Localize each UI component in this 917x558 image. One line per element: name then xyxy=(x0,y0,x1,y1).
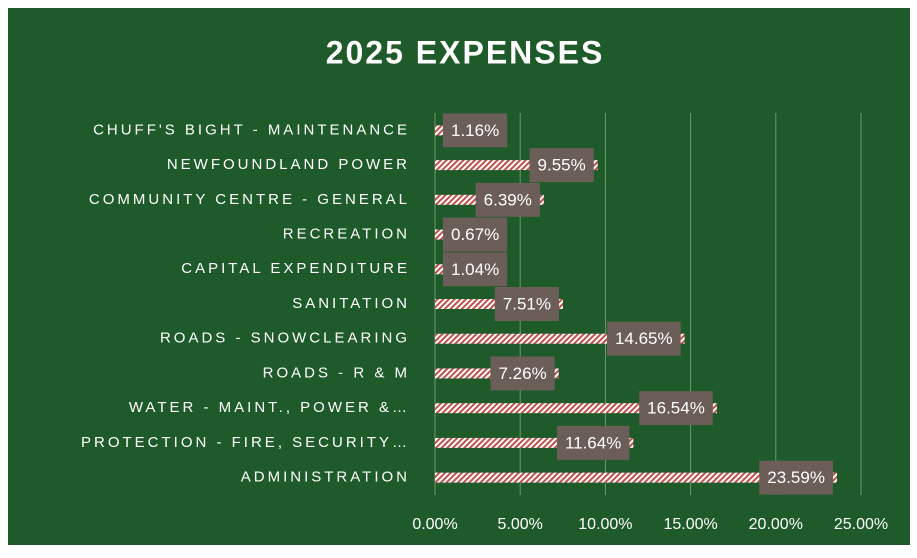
data-label-box xyxy=(443,252,508,287)
y-tick-label: COMMUNITY CENTRE - GENERAL xyxy=(89,191,410,208)
bar xyxy=(435,472,837,483)
y-tick-label: PROTECTION - FIRE, SECURITY… xyxy=(81,434,410,451)
y-tick-label: NEWFOUNDLAND POWER xyxy=(167,156,410,173)
x-tick-label: 5.00% xyxy=(498,516,543,533)
data-label-box xyxy=(490,356,555,391)
data-label-box xyxy=(529,148,594,183)
y-tick-label: ROADS - SNOWCLEARING xyxy=(160,330,410,347)
data-label: 1.04% xyxy=(451,260,499,279)
x-tick-label: 20.00% xyxy=(749,516,803,533)
data-label: 0.67% xyxy=(451,225,499,244)
data-label-box xyxy=(759,460,833,495)
data-label-box xyxy=(639,391,713,426)
bar xyxy=(435,229,447,240)
x-tick-label: 10.00% xyxy=(578,516,632,533)
x-tick-label: 0.00% xyxy=(412,516,457,533)
data-label-box xyxy=(606,321,681,356)
data-label-box xyxy=(475,182,540,217)
data-label: 23.59% xyxy=(767,468,825,487)
data-label: 16.54% xyxy=(647,399,705,418)
x-tick-label: 25.00% xyxy=(834,516,888,533)
bar xyxy=(435,333,685,344)
data-label: 14.65% xyxy=(615,329,673,348)
chart-title: 2025 EXPENSES xyxy=(326,34,605,70)
bar xyxy=(435,403,717,414)
data-label: 1.16% xyxy=(451,121,499,140)
data-label: 6.39% xyxy=(484,190,532,209)
y-tick-label: CHUFF'S BIGHT - MAINTENANCE xyxy=(93,121,410,138)
data-label-box xyxy=(443,217,508,252)
y-tick-label: RECREATION xyxy=(283,226,410,243)
data-label-box xyxy=(556,425,630,460)
bar xyxy=(435,437,634,448)
data-label: 7.26% xyxy=(499,364,547,383)
bar xyxy=(435,160,598,171)
y-tick-label: ADMINISTRATION xyxy=(241,469,410,486)
y-tick-label: WATER - MAINT., POWER &… xyxy=(129,399,410,416)
y-tick-label: ROADS - R & M xyxy=(263,364,410,381)
data-label: 7.51% xyxy=(503,294,551,313)
y-tick-label: SANITATION xyxy=(292,295,410,312)
data-label: 11.64% xyxy=(565,433,621,452)
data-label-box xyxy=(494,287,559,321)
data-label-box xyxy=(443,113,508,148)
data-label: 9.55% xyxy=(538,156,586,175)
x-tick-label: 15.00% xyxy=(663,516,717,533)
y-tick-label: CAPITAL EXPENDITURE xyxy=(181,260,410,277)
